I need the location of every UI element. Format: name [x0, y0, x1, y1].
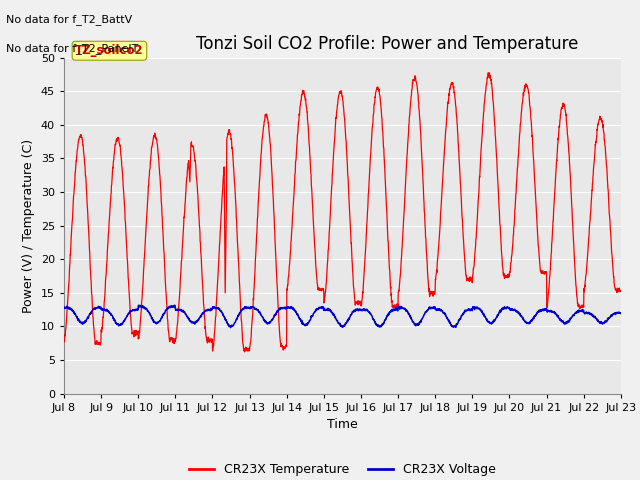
Text: No data for f_T2_BattV: No data for f_T2_BattV	[6, 14, 132, 25]
Text: No data for f_T2_PanelT: No data for f_T2_PanelT	[6, 43, 139, 54]
Legend: CR23X Temperature, CR23X Voltage: CR23X Temperature, CR23X Voltage	[184, 458, 501, 480]
Title: Tonzi Soil CO2 Profile: Power and Temperature: Tonzi Soil CO2 Profile: Power and Temper…	[196, 35, 578, 53]
Text: TZ_soilco2: TZ_soilco2	[75, 44, 144, 57]
X-axis label: Time: Time	[327, 418, 358, 431]
Y-axis label: Power (V) / Temperature (C): Power (V) / Temperature (C)	[22, 139, 35, 312]
